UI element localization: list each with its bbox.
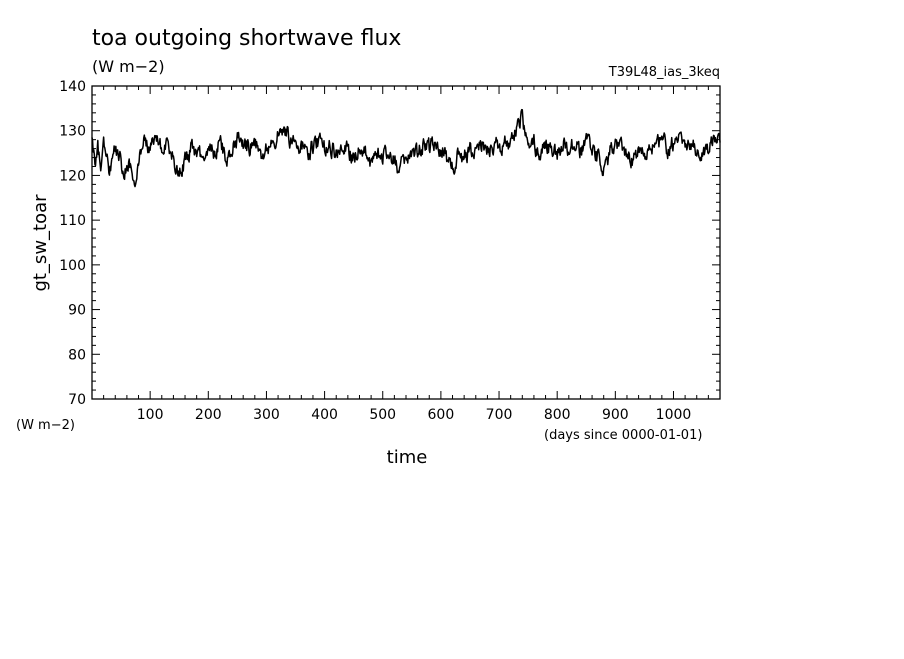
- x-tick-label: 500: [369, 407, 396, 423]
- run-label: T39L48_ias_3keq: [608, 65, 720, 80]
- title-units: (W m−2): [92, 57, 165, 76]
- y-tick-label: 80: [68, 347, 86, 363]
- y-tick-label: 90: [68, 303, 86, 319]
- y-axis: 70 80 90 100 110 120 130 140: [59, 79, 720, 408]
- x-tick-label: 100: [137, 407, 164, 423]
- x-tick-label: 200: [195, 407, 222, 423]
- x-axis: 100 200 300 400 500 600 700 800 900 1000: [103, 86, 709, 423]
- x-axis-label: time: [387, 447, 428, 468]
- y-axis-units: (W m−2): [16, 418, 75, 433]
- chart-title: toa outgoing shortwave flux: [92, 26, 401, 51]
- y-tick-label: 140: [59, 79, 86, 95]
- y-tick-label: 100: [59, 258, 86, 274]
- plot-frame: [91, 85, 721, 400]
- x-tick-label: 900: [602, 407, 629, 423]
- x-tick-label: 300: [253, 407, 280, 423]
- y-axis-label: gt_sw_toar: [30, 194, 51, 292]
- series-line: [91, 108, 721, 188]
- x-tick-label: 800: [544, 407, 571, 423]
- y-tick-label: 130: [59, 124, 86, 140]
- x-tick-label: 700: [486, 407, 513, 423]
- x-tick-label: 400: [311, 407, 338, 423]
- x-axis-units: (days since 0000-01-01): [544, 428, 702, 443]
- x-tick-label: 1000: [656, 407, 692, 423]
- y-tick-label: 70: [68, 392, 86, 408]
- y-tick-label: 110: [59, 213, 86, 229]
- y-tick-label: 120: [59, 168, 86, 184]
- x-tick-label: 600: [428, 407, 455, 423]
